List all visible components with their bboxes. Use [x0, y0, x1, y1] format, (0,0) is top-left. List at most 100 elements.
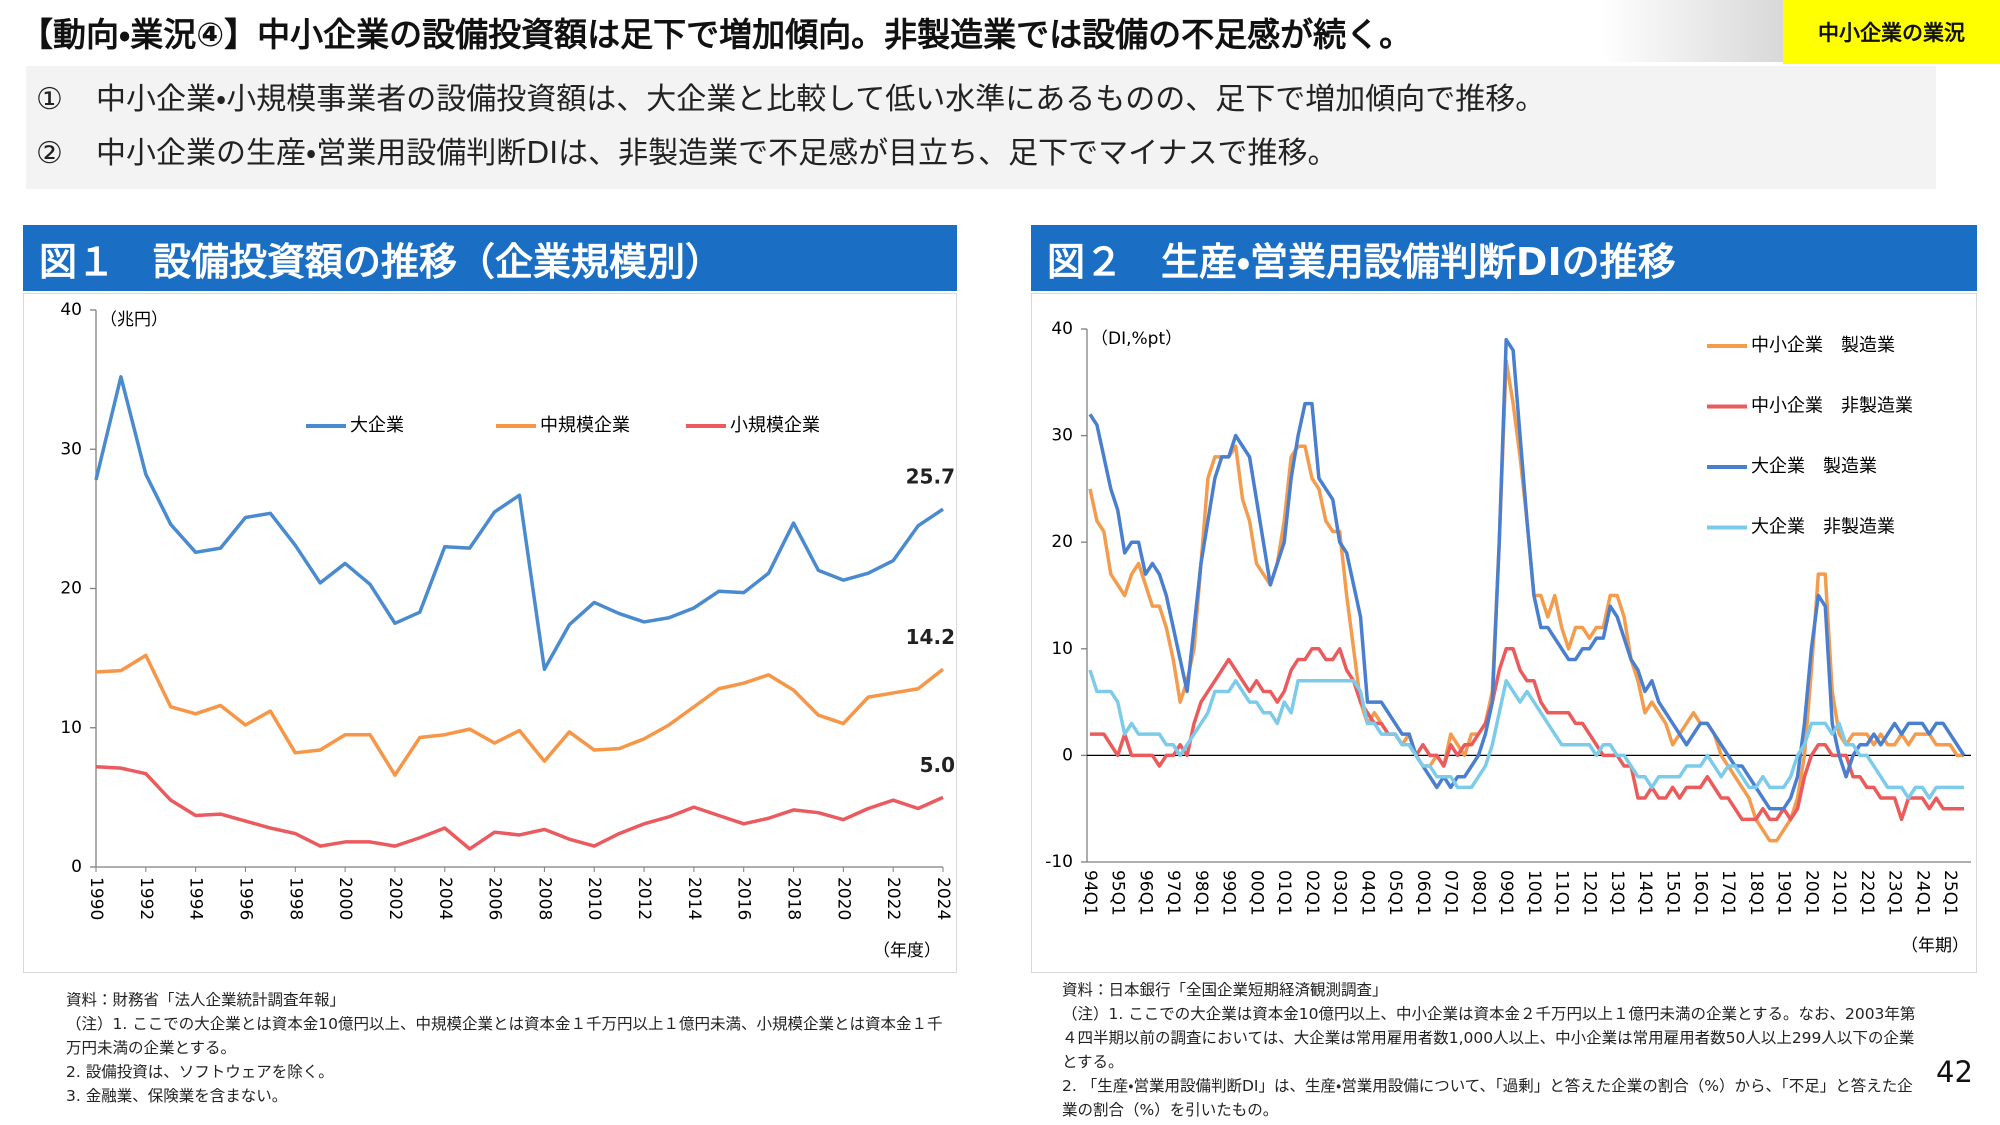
bullet: ② 中小企業の生産・営業用設備判断DIは、非製造業で不足感が目立ち、足下でマイナス… [36, 128, 1338, 172]
y-tick-label: 20 [1051, 532, 1073, 552]
x-tick-label: 15Q1 [1663, 870, 1683, 916]
series-line [95, 764, 944, 851]
x-tick-label: 10Q1 [1524, 870, 1544, 916]
note: 2. 「生産・営業用設備判断DI」は、生産・営業用設備について、「過剰」と答えた… [1062, 1077, 1913, 1119]
x-tick-label: 14Q1 [1635, 870, 1655, 916]
figure-title: 図１ 設備投資額の推移（企業規模別） [23, 225, 957, 291]
bullet-text: 中小企業・小規模事業者の設備投資額は、大企業と比較して低い水準にあるものの、足下… [96, 82, 1546, 117]
source-note: 資料：財務省「法人企業統計調査年報」 [66, 991, 346, 1009]
series-line [1088, 669, 1964, 800]
x-tick-label: 1996 [235, 877, 255, 920]
x-tick-label: 08Q1 [1468, 870, 1488, 916]
bullet-text: 中小企業の生産・営業用設備判断DIは、非製造業で不足感が目立ち、足下でマイナスで… [96, 136, 1338, 171]
source-note: 資料：日本銀行「全国企業短期経済観測調査」 [1062, 981, 1388, 999]
legend-label: 大企業 [350, 415, 404, 436]
y-tick-label: 0 [1062, 745, 1073, 765]
x-tick-label: 02Q1 [1302, 870, 1322, 916]
x-tick-label: 19Q1 [1774, 870, 1794, 916]
x-tick-label: 04Q1 [1357, 870, 1377, 916]
section-tag: 中小企業の業況 [1783, 0, 2000, 64]
x-tick-label: 06Q1 [1413, 870, 1433, 916]
note: （注）1. ここでの大企業とは資本金10億円以上、中規模企業とは資本金１千万円以… [66, 1015, 943, 1057]
chart-notes: 資料：日本銀行「全国企業短期経済観測調査」 （注）1. ここでの大企業は資本金1… [1062, 978, 1922, 1122]
y-tick-label: -10 [1045, 852, 1073, 872]
legend-label: 中規模企業 [540, 415, 630, 436]
bullet-marker: ② [36, 136, 63, 171]
chart-frame [1031, 293, 1977, 973]
chart-frame [23, 293, 957, 973]
chart: 0 10 20 30 40 1990 1992 1994 1996 1998 2000 2002 200… [23, 293, 957, 973]
x-tick-label: 94Q1 [1080, 870, 1100, 916]
slide-title: 【動向・業況④】中小企業の設備投資額は足下で増加傾向。非製造業では設備の不足感が… [20, 15, 1413, 54]
x-tick-label: 97Q1 [1163, 870, 1183, 916]
figure-title: 図２ 生産・営業用設備判断DIの推移 [1031, 225, 1977, 291]
x-unit-label: （年期） [1901, 936, 1969, 956]
legend-label: 中小企業 製造業 [1751, 335, 1895, 356]
legend-label: 小規模企業 [730, 415, 820, 436]
x-tick-label: 13Q1 [1607, 870, 1627, 916]
series-line [95, 653, 945, 777]
x-tick-label: 2020 [833, 877, 853, 920]
x-tick-label: 2004 [435, 877, 455, 920]
title-fade [1600, 0, 1783, 62]
series-line [1090, 647, 1964, 822]
page-number: 42 [1936, 1055, 1973, 1089]
summary-box: ① 中小企業・小規模事業者の設備投資額は、大企業と比較して低い水準にあるものの、足… [26, 66, 1936, 189]
data-label: 14.2 [906, 625, 955, 649]
x-tick-label: 20Q1 [1801, 870, 1821, 916]
legend-label: 中小企業 非製造業 [1751, 396, 1913, 417]
x-tick-label: 25Q1 [1940, 870, 1960, 916]
data-label: 25.7 [906, 465, 955, 489]
bullet-marker: ① [36, 82, 63, 117]
y-unit-label: （兆円） [100, 310, 168, 330]
x-tick-label: 24Q1 [1912, 870, 1932, 916]
x-tick-label: 22Q1 [1857, 870, 1877, 916]
series-line [1088, 359, 1964, 843]
x-tick-label: 2008 [534, 877, 554, 920]
x-tick-label: 2024 [933, 877, 953, 920]
y-tick-label: 30 [1051, 426, 1073, 446]
chart-notes: 資料：財務省「法人企業統計調査年報」 （注）1. ここでの大企業とは資本金10億… [66, 988, 956, 1108]
x-tick-label: 1994 [186, 877, 206, 920]
y-tick-label: 30 [60, 439, 82, 459]
legend-label: 大企業 非製造業 [1751, 517, 1895, 538]
x-tick-label: 21Q1 [1829, 870, 1849, 916]
bullet: ① 中小企業・小規模事業者の設備投資額は、大企業と比較して低い水準にあるものの、足… [36, 74, 1545, 118]
x-unit-label: （年度） [873, 941, 941, 961]
x-tick-label: 1990 [86, 877, 106, 920]
x-tick-label: 05Q1 [1385, 870, 1405, 916]
data-label: 5.0 [920, 753, 955, 777]
series-line [94, 375, 944, 672]
series-line [1088, 337, 1966, 811]
chart: -10 0 10 20 30 40 94Q1 95Q1 96Q1 97Q1 98Q1 99Q1 00Q1… [1031, 293, 1977, 973]
note: 2. 設備投資は、ソフトウェアを除く。 [66, 1063, 334, 1081]
x-tick-label: 01Q1 [1274, 870, 1294, 916]
x-tick-label: 2018 [784, 877, 804, 920]
y-tick-label: 40 [60, 300, 82, 320]
x-tick-label: 95Q1 [1108, 870, 1128, 916]
x-tick-label: 16Q1 [1690, 870, 1710, 916]
x-tick-label: 1992 [136, 877, 156, 920]
y-tick-label: 10 [60, 718, 82, 738]
y-tick-label: 10 [1051, 639, 1073, 659]
y-tick-label: 0 [71, 857, 82, 877]
x-tick-label: 96Q1 [1135, 870, 1155, 916]
x-tick-label: 23Q1 [1885, 870, 1905, 916]
legend-label: 大企業 製造業 [1751, 456, 1877, 477]
y-tick-label: 40 [1051, 319, 1073, 339]
x-tick-label: 03Q1 [1330, 870, 1350, 916]
x-tick-label: 2012 [634, 877, 654, 920]
x-tick-label: 2016 [734, 877, 754, 920]
x-tick-label: 2000 [335, 877, 355, 920]
x-tick-label: 2022 [883, 877, 903, 920]
x-tick-label: 07Q1 [1441, 870, 1461, 916]
x-tick-label: 2002 [385, 877, 405, 920]
x-tick-label: 99Q1 [1219, 870, 1239, 916]
x-tick-label: 2010 [584, 877, 604, 920]
note: 3. 金融業、保険業を含まない。 [66, 1087, 288, 1105]
x-tick-label: 98Q1 [1191, 870, 1211, 916]
y-tick-label: 20 [60, 579, 82, 599]
x-tick-label: 11Q1 [1552, 870, 1572, 916]
x-tick-label: 17Q1 [1718, 870, 1738, 916]
